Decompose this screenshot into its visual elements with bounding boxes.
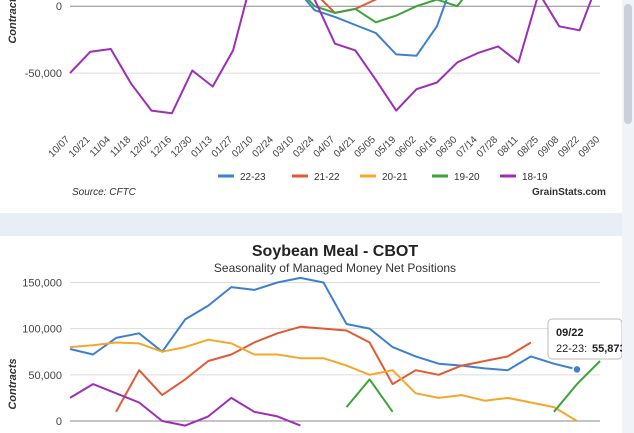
- tooltip-title: 09/22: [556, 327, 584, 339]
- x-tick-label: 09/30: [577, 134, 603, 160]
- y-axis-label: Contracts: [7, 358, 19, 409]
- legend-label-20-21: 20-21: [382, 172, 408, 183]
- y-tick-label: -50,000: [25, 68, 62, 80]
- x-tick-label: 06/30: [434, 134, 460, 160]
- top-chart-panel: 0 -50,000 Contracts 10/07 10/21 11/04 11/18 12/…: [0, 0, 622, 213]
- legend-label-22-23: 22-23: [240, 172, 266, 183]
- series-line-20-21: [69, 338, 578, 422]
- x-tick-label: 03/24: [291, 134, 317, 160]
- x-tick-label: 06/02: [393, 134, 419, 160]
- x-tick-label: 02/24: [250, 134, 276, 160]
- y-tick-label: 0: [56, 1, 62, 13]
- series-line-22-23: [304, 0, 448, 57]
- page-scrollbar[interactable]: [622, 0, 634, 433]
- series-line-21-22: [115, 325, 532, 413]
- y-tick-label: 100,000: [22, 324, 62, 336]
- x-tick-label: 04/07: [312, 134, 338, 160]
- legend-label-18-19: 18-19: [522, 172, 548, 183]
- series-line-22-23: [69, 276, 578, 372]
- chart-title: Soybean Meal - CBOT: [252, 243, 418, 260]
- x-tick-label: 12/16: [149, 134, 175, 160]
- x-tick-label: 05/05: [352, 134, 378, 160]
- bottom-chart-panel: Soybean Meal - CBOT Seasonality of Manage…: [0, 236, 622, 433]
- x-tick-label: 11/18: [108, 134, 133, 159]
- x-tick-label: 05/19: [373, 134, 399, 160]
- series-line-18-19: [69, 0, 593, 115]
- x-tick-label: 09/22: [556, 134, 582, 160]
- x-tick-label: 01/27: [210, 134, 236, 160]
- legend-label-19-20: 19-20: [454, 172, 480, 183]
- x-tick-label: 03/10: [271, 134, 297, 160]
- scrollbar-thumb[interactable]: [624, 4, 632, 124]
- x-tick-label: 01/13: [189, 134, 215, 160]
- series-line-19-20: [345, 360, 601, 413]
- y-tick-label: 0: [56, 416, 62, 428]
- x-tick-label: 07/14: [454, 134, 480, 160]
- source-label: Source: CFTC: [72, 187, 137, 198]
- y-tick-label: 50,000: [28, 370, 62, 382]
- y-tick-label: 150,000: [22, 277, 62, 289]
- legend-label-21-22: 21-22: [314, 172, 340, 183]
- x-tick-label: 02/10: [230, 134, 256, 160]
- chart-subtitle: Seasonality of Managed Money Net Positio…: [214, 261, 456, 275]
- tooltip-box: [547, 318, 622, 360]
- brand-label: GrainStats.com: [532, 187, 606, 198]
- x-tick-label: 08/25: [515, 134, 541, 160]
- series-line-18-19: [69, 383, 301, 427]
- x-tick-label: 06/16: [414, 134, 440, 160]
- tooltip-value: 55,873: [592, 343, 622, 355]
- x-tick-label: 10/07: [47, 134, 73, 160]
- tooltip-marker: [572, 364, 582, 375]
- tooltip-series: 22-23:: [556, 343, 587, 355]
- y-axis-label: Contracts: [7, 0, 19, 44]
- x-tick-label: 04/21: [332, 134, 358, 160]
- x-tick-label: 08/11: [496, 134, 521, 159]
- x-tick-label: 10/21: [67, 134, 93, 160]
- x-tick-label: 09/08: [536, 134, 562, 160]
- top-chart-svg: 0-50,000Contracts10/0710/2111/0411/1812/…: [7, 0, 606, 198]
- x-tick-label: 12/02: [128, 134, 154, 160]
- x-tick-label: 07/28: [475, 134, 501, 160]
- x-tick-label: 11/04: [88, 134, 113, 159]
- x-tick-label: 12/30: [169, 134, 195, 160]
